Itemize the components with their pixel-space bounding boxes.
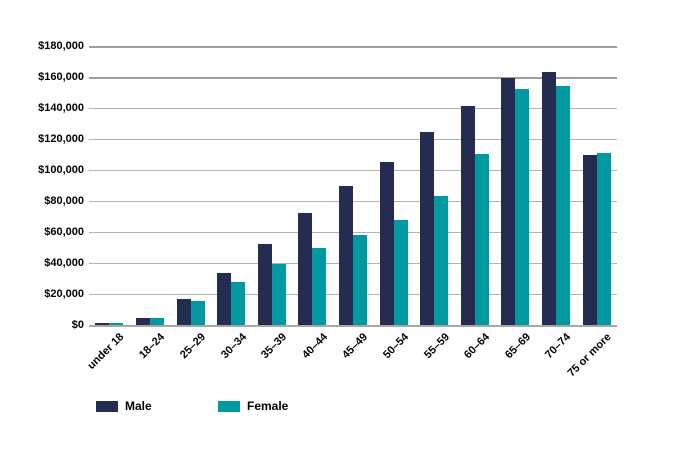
- legend-label-female: Female: [247, 399, 289, 413]
- bar-group: under 18: [86, 46, 130, 372]
- x-axis-category-label: 60–64: [462, 331, 493, 362]
- x-axis-category-label: 30–34: [218, 331, 249, 362]
- bar-group: 40–44: [292, 46, 333, 361]
- bar-group: 18–24: [130, 46, 171, 361]
- legend-item-male: Male: [96, 399, 152, 413]
- legend-item-female: Female: [218, 399, 288, 413]
- bar-female: [231, 281, 246, 325]
- bar-group: 70–74: [536, 46, 577, 361]
- bar-group: 60–64: [454, 46, 495, 361]
- legend: Male Female: [0, 399, 689, 415]
- x-axis-category-label: 55–59: [421, 331, 452, 362]
- x-axis-category-label: 40–44: [299, 331, 330, 362]
- bar-male: [135, 318, 150, 325]
- legend-swatch-female-icon: [218, 400, 240, 412]
- bar-male: [338, 186, 353, 325]
- bar-female: [596, 152, 611, 325]
- gridline: [89, 77, 617, 79]
- bar-female: [393, 220, 408, 325]
- y-axis-tick-label: $160,000: [38, 71, 84, 83]
- x-axis-category-label: 25–29: [177, 331, 209, 362]
- bar-group: 25–29: [170, 46, 211, 361]
- bar-male: [95, 323, 110, 325]
- bar-male: [420, 132, 435, 325]
- y-axis-tick-label: $120,000: [38, 133, 84, 145]
- bar-group: 35–39: [251, 46, 292, 361]
- x-axis-category-label: 35–39: [259, 331, 290, 362]
- bar-group: 50–54: [373, 46, 414, 361]
- bar-male: [582, 154, 597, 325]
- gridline: [89, 108, 617, 109]
- y-axis: $0 $20,000 $40,000 $60,000 $80,000 $100,000 $1…: [0, 40, 84, 331]
- gridline: [89, 46, 617, 48]
- bar-female: [474, 153, 489, 325]
- legend-swatch-male-icon: [96, 400, 118, 412]
- gridline: [89, 232, 617, 233]
- x-axis-category-label: 45–49: [340, 331, 371, 362]
- bar-male: [176, 298, 191, 325]
- x-axis-line: [89, 325, 617, 327]
- y-axis-tick-label: $60,000: [44, 226, 84, 238]
- plot-area: under 18 18–24 25–29 30–34 35–39 40–44 45–49 50…: [86, 46, 617, 379]
- x-axis-category-label: under 18: [85, 331, 127, 372]
- bar-male: [501, 77, 516, 325]
- y-axis-tick-label: $0: [71, 319, 84, 331]
- x-axis-category-label: 70–74: [543, 331, 574, 362]
- bar-female: [312, 248, 327, 325]
- bar-group: 75 or more: [566, 46, 617, 379]
- y-axis-tick-label: $80,000: [44, 195, 84, 207]
- bar-male: [379, 162, 394, 325]
- bar-male: [217, 273, 232, 325]
- y-axis-tick-label: $20,000: [44, 288, 84, 300]
- x-axis-category-label: 18–24: [137, 331, 168, 362]
- y-axis-tick-label: $180,000: [38, 40, 84, 52]
- bar-male: [257, 243, 272, 325]
- bar-female: [352, 235, 367, 325]
- bar-group: 65–69: [495, 46, 536, 361]
- y-axis-tick-label: $140,000: [38, 102, 84, 114]
- bar-male: [460, 105, 475, 325]
- gridline: [89, 139, 617, 140]
- bar-female: [109, 323, 124, 325]
- bar-female: [190, 301, 205, 325]
- bar-female: [271, 263, 286, 325]
- bar-group: 45–49: [333, 46, 374, 361]
- bar-male: [542, 72, 556, 325]
- x-axis-category-label: 65–69: [502, 331, 533, 362]
- bar-female: [556, 85, 570, 325]
- bar-female: [434, 196, 449, 325]
- x-axis-category-label: 50–54: [380, 331, 412, 362]
- gridline: [89, 201, 617, 202]
- bar-female: [515, 88, 530, 325]
- y-axis-tick-label: $100,000: [38, 164, 84, 176]
- y-axis-tick-label: $40,000: [44, 257, 84, 269]
- bar-male: [298, 212, 313, 325]
- gridline: [89, 170, 617, 171]
- bar-group: 55–59: [414, 46, 455, 361]
- bar-groups: under 18 18–24 25–29 30–34 35–39 40–44 45–49 50…: [86, 46, 617, 379]
- bar-group: 30–34: [211, 46, 252, 361]
- legend-label-male: Male: [125, 399, 152, 413]
- bar-female: [149, 318, 164, 325]
